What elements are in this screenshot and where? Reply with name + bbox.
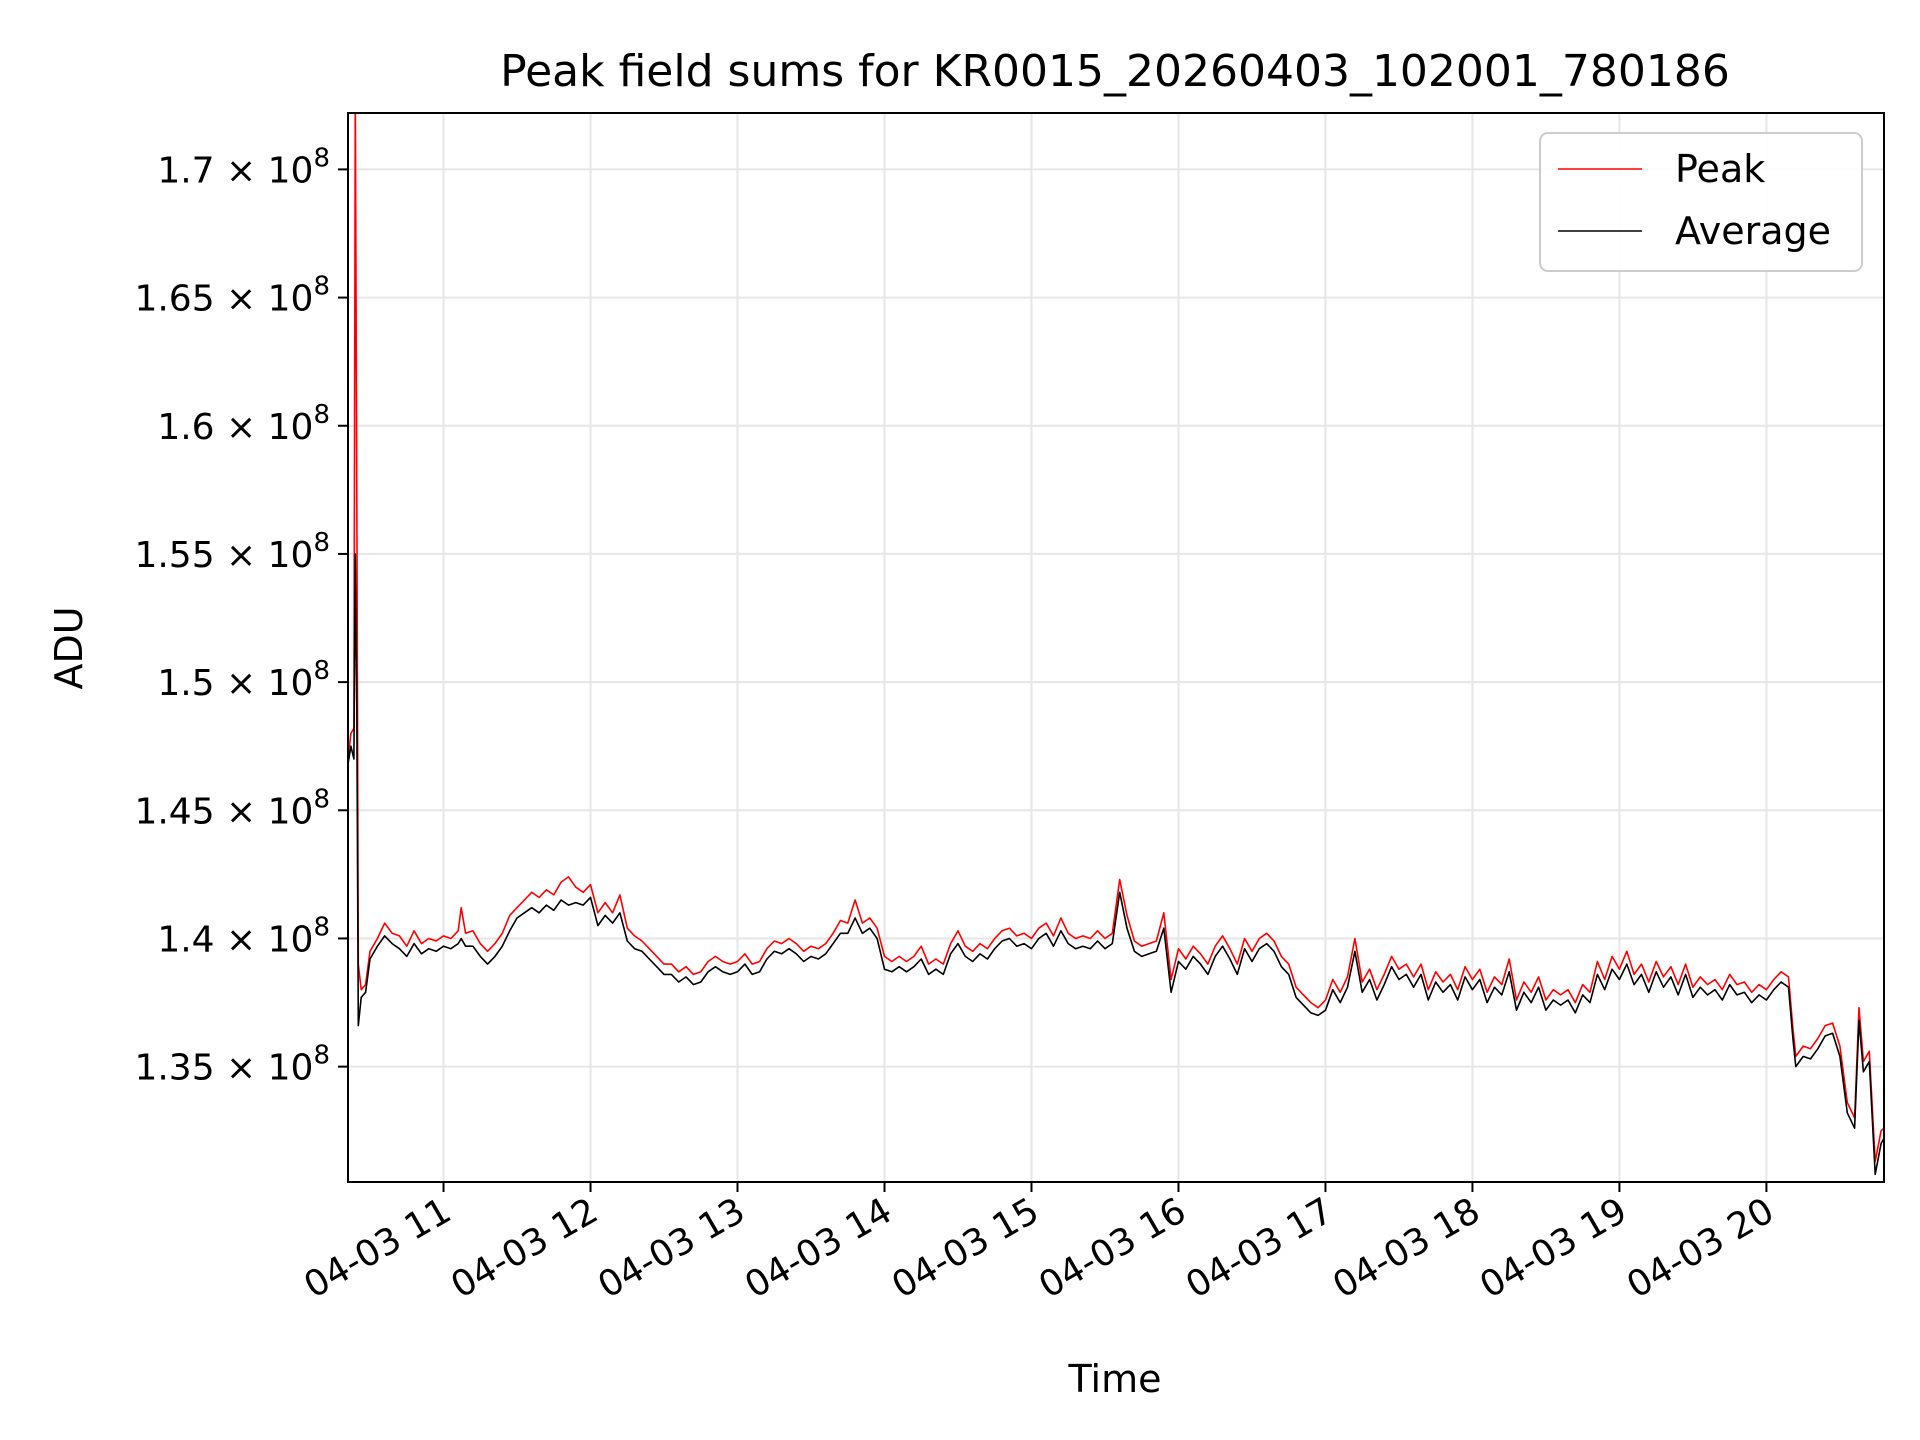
y-tick-label: 1.6 × 108 <box>157 400 330 448</box>
y-tick-exponent: 8 <box>313 912 330 942</box>
y-tick-mantissa: 1.7 × 10 <box>157 150 313 191</box>
x-tick-label: 04-03 19 <box>1473 1190 1634 1306</box>
y-tick-exponent: 8 <box>313 1041 330 1071</box>
y-tick-exponent: 8 <box>313 272 330 302</box>
series-layer <box>348 113 1884 1176</box>
legend-label-average: Average <box>1675 209 1831 253</box>
y-tick-exponent: 8 <box>313 400 330 430</box>
x-tick-label: 04-03 20 <box>1620 1190 1781 1306</box>
series-line-peak <box>348 113 1884 1163</box>
y-tick-mantissa: 1.4 × 10 <box>157 919 313 960</box>
x-tick-label: 04-03 13 <box>591 1190 752 1306</box>
x-tick-label: 04-03 14 <box>738 1190 899 1306</box>
x-tick-label: 04-03 15 <box>885 1190 1046 1306</box>
y-tick-exponent: 8 <box>313 143 330 173</box>
y-tick-mantissa: 1.45 × 10 <box>134 791 313 832</box>
y-tick-label: 1.55 × 108 <box>134 528 330 576</box>
y-tick-exponent: 8 <box>313 656 330 686</box>
y-tick-exponent: 8 <box>313 784 330 814</box>
legend: Peak Average <box>1539 132 1863 272</box>
x-axis-label: Time <box>1068 1357 1162 1401</box>
x-tick-label: 04-03 18 <box>1326 1190 1487 1306</box>
y-tick-label: 1.35 × 108 <box>134 1041 330 1089</box>
y-tick-mantissa: 1.35 × 10 <box>134 1048 313 1089</box>
y-tick-label: 1.4 × 108 <box>157 912 330 960</box>
grid <box>348 113 1884 1182</box>
x-tick-label: 04-03 16 <box>1032 1190 1193 1306</box>
y-axis-label: ADU <box>47 606 91 689</box>
y-tick-label: 1.45 × 108 <box>134 784 330 832</box>
y-tick-mantissa: 1.55 × 10 <box>134 535 313 576</box>
legend-box <box>1539 132 1863 272</box>
y-tick-mantissa: 1.65 × 10 <box>134 279 313 320</box>
y-tick-label: 1.7 × 108 <box>157 143 330 191</box>
x-tick-label: 04-03 11 <box>297 1190 458 1306</box>
chart-title: Peak field sums for KR0015_20260403_1020… <box>500 46 1730 97</box>
y-tick-exponent: 8 <box>313 528 330 558</box>
y-tick-mantissa: 1.6 × 10 <box>157 407 313 448</box>
legend-label-peak: Peak <box>1675 147 1765 191</box>
y-tick-label: 1.65 × 108 <box>134 272 330 320</box>
series-line-average <box>348 553 1884 1176</box>
x-tick-label: 04-03 17 <box>1179 1190 1340 1306</box>
y-tick-mantissa: 1.5 × 10 <box>157 663 313 704</box>
x-tick-label: 04-03 12 <box>444 1190 605 1306</box>
plot-area-frame <box>347 112 1885 1183</box>
y-tick-label: 1.5 × 108 <box>157 656 330 704</box>
